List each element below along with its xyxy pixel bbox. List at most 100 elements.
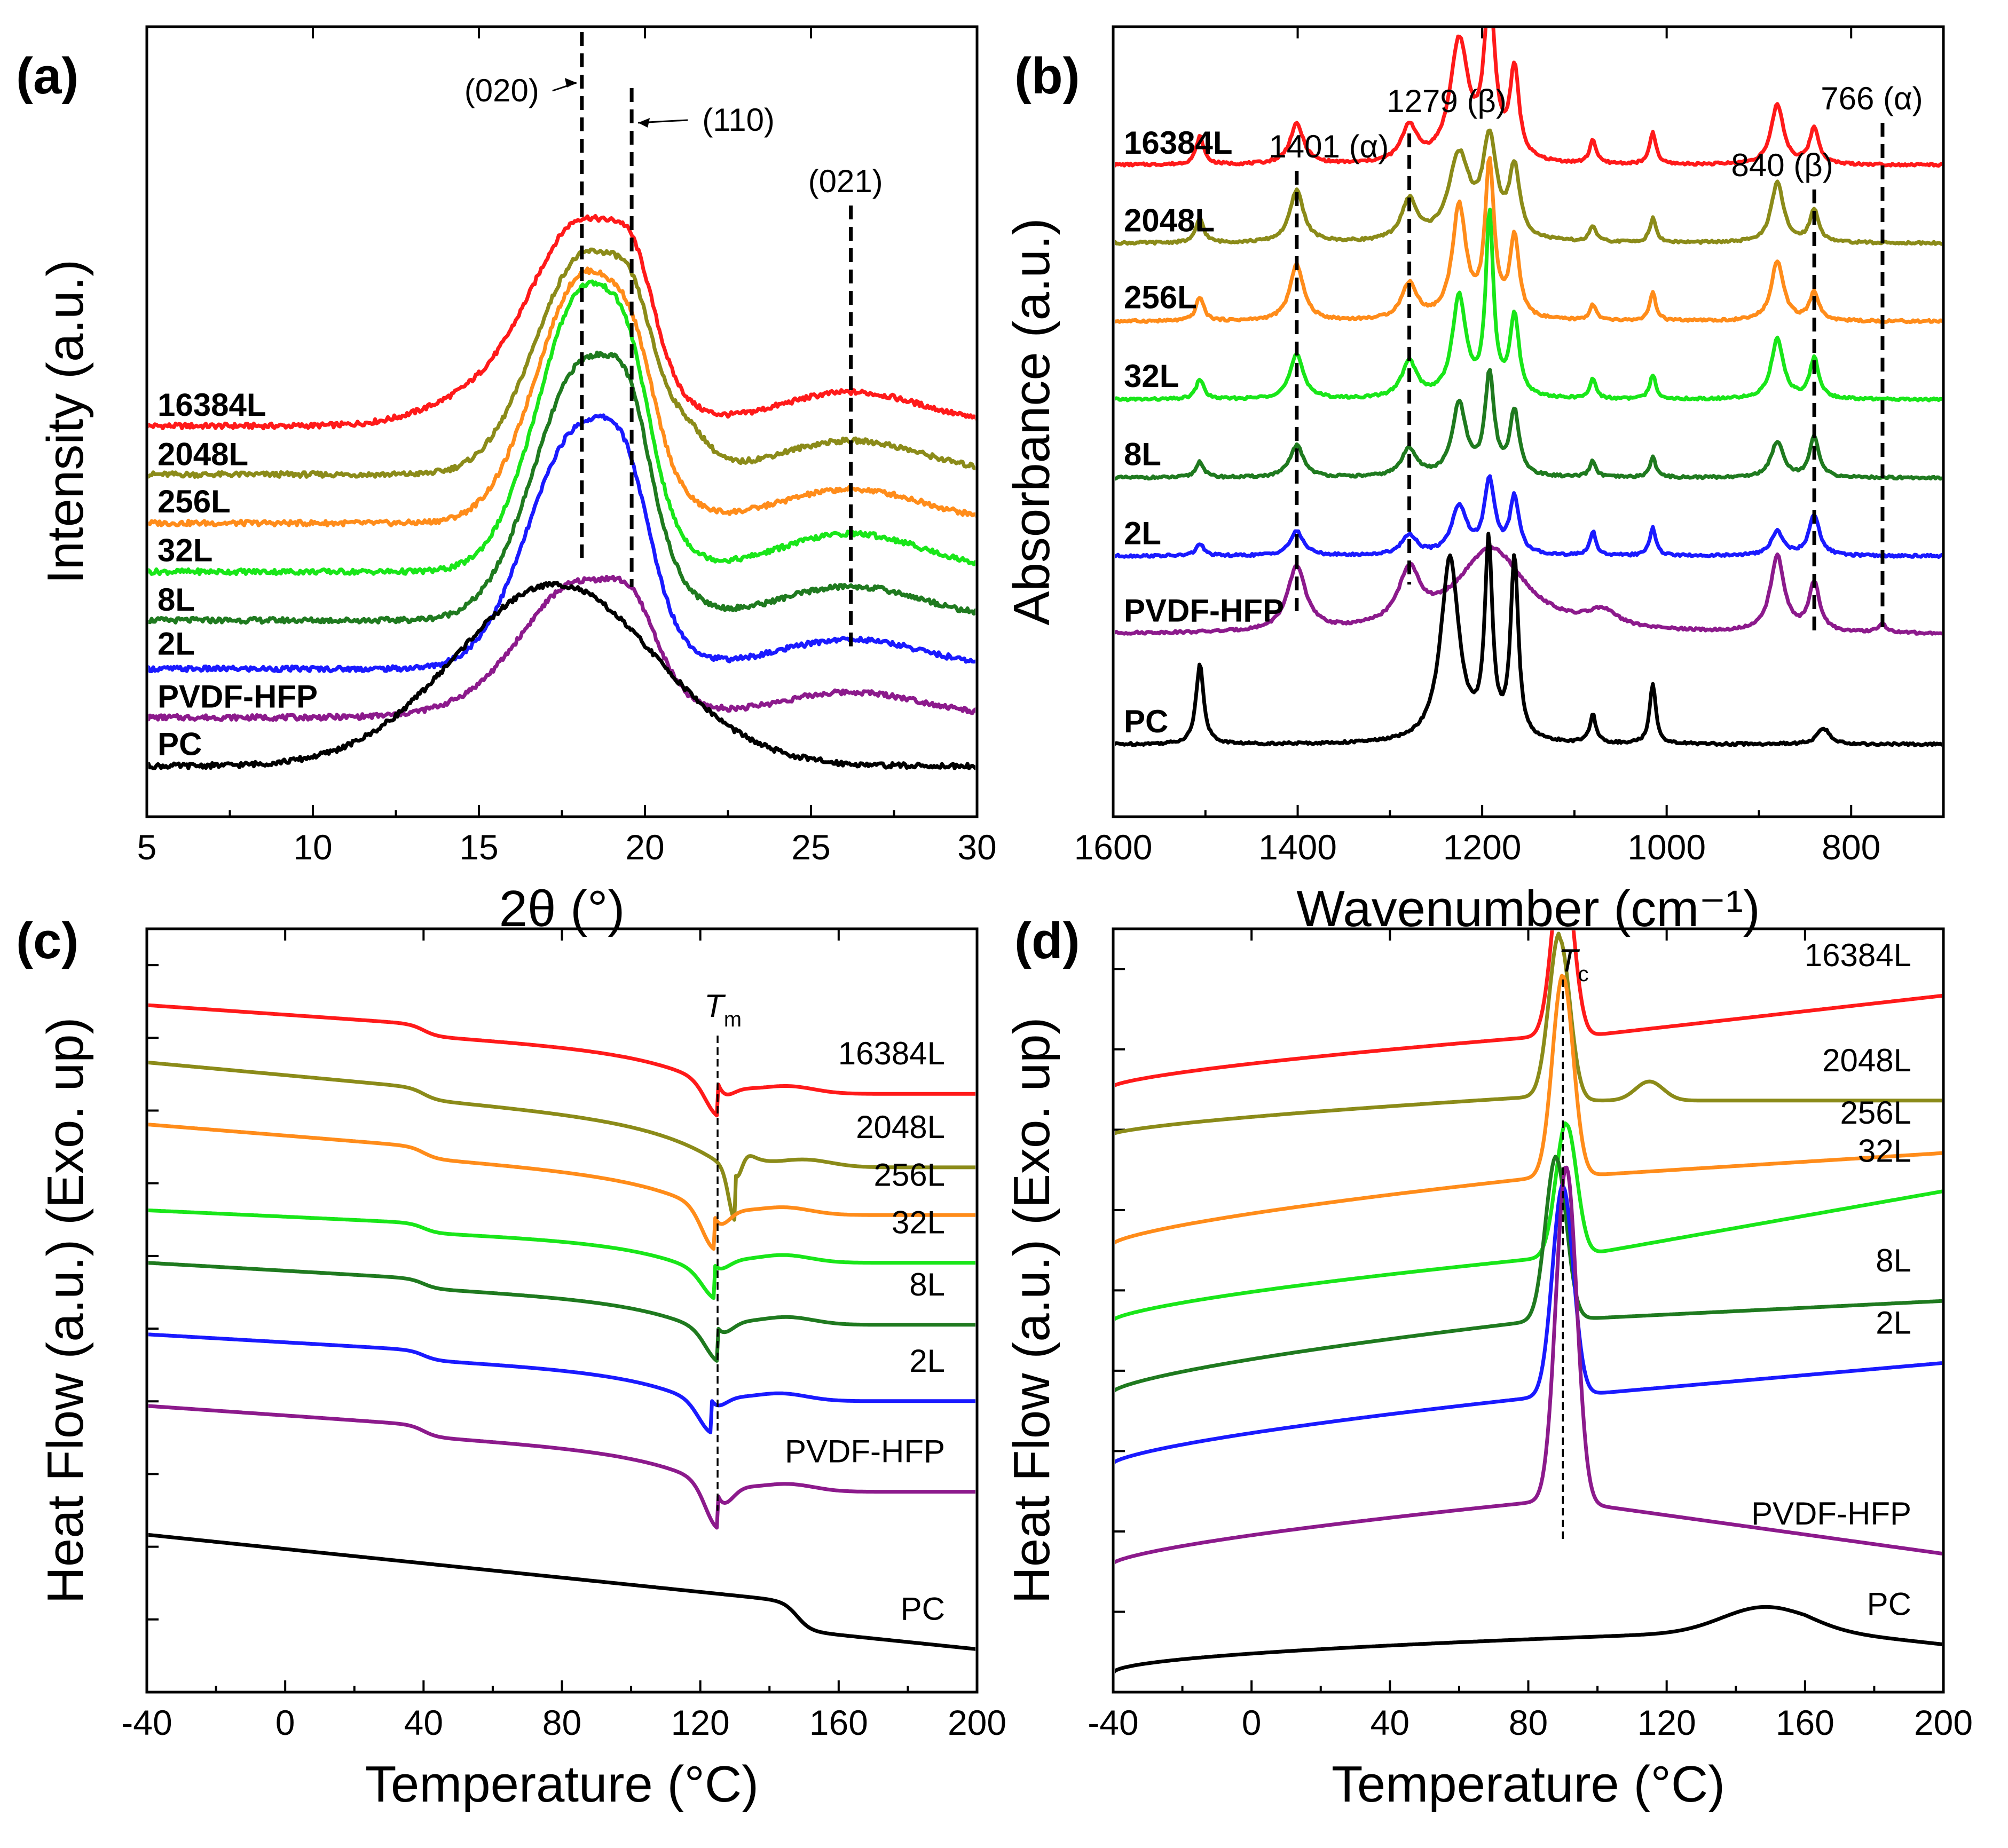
series-label: 32L xyxy=(892,1205,945,1241)
series-line xyxy=(148,580,975,771)
series-line xyxy=(1115,532,1942,747)
panel-label: (d) xyxy=(1014,912,1080,969)
x-tick-label: 5 xyxy=(137,827,157,867)
annotations: 1401 (α) 1279 (β) 840 (β) 766 (α) xyxy=(1269,81,1923,633)
series-line xyxy=(148,350,975,625)
series-line xyxy=(1115,1155,1942,1393)
series-label: PC xyxy=(901,1591,945,1627)
annotations: (020) (110) (021) xyxy=(464,32,883,654)
series-group xyxy=(1115,930,1942,1675)
x-axis-title: Temperature (°C) xyxy=(1332,1756,1725,1813)
x-tick-label: 80 xyxy=(1509,1703,1548,1742)
series-line xyxy=(148,1533,975,1651)
plot-frame xyxy=(1112,927,1945,1694)
x-tick-label: -40 xyxy=(1088,1703,1138,1742)
series-label: 2048L xyxy=(1822,1043,1911,1078)
arrow-head xyxy=(638,118,650,128)
x-tick-label: 200 xyxy=(948,1703,1006,1742)
annotation-label: Tm xyxy=(704,988,742,1031)
series-label: 2048L xyxy=(1124,203,1215,239)
series-label: 256L xyxy=(1124,280,1197,315)
plot-frame xyxy=(1112,25,1945,818)
x-tick-label: 25 xyxy=(791,827,830,867)
annotations: Tm xyxy=(704,988,742,1511)
series-label: PC xyxy=(1124,704,1168,739)
annotation-label: 840 (β) xyxy=(1731,147,1833,183)
x-tick-label: 0 xyxy=(1242,1703,1262,1742)
x-tick-label: -40 xyxy=(121,1703,172,1742)
series-line xyxy=(148,214,975,431)
series-line xyxy=(1115,368,1942,481)
annotation-label: Tc xyxy=(1558,943,1589,986)
series-label: 16384L xyxy=(838,1036,945,1071)
series-label: 2048L xyxy=(158,436,248,472)
series-label: 8L xyxy=(1124,436,1161,472)
series-label: 8L xyxy=(158,582,195,618)
annotation-label: 766 (α) xyxy=(1821,81,1923,116)
series-line xyxy=(148,1404,975,1530)
x-tick-label: 0 xyxy=(275,1703,295,1742)
series-label: 2L xyxy=(909,1343,945,1379)
annotation-label: (020) xyxy=(464,73,539,108)
series-line xyxy=(1115,930,1942,1088)
y-axis-title: Heat Flow (a.u.) (Exo. up) xyxy=(1003,1017,1060,1604)
x-tick-label: 1200 xyxy=(1443,827,1522,867)
series-line xyxy=(1115,1165,1942,1565)
series-label: PC xyxy=(1867,1586,1911,1622)
x-tick-label: 40 xyxy=(404,1703,443,1742)
x-tick-label: 160 xyxy=(809,1703,868,1742)
annotation-label: (021) xyxy=(808,163,883,199)
annotation-symbol: T xyxy=(704,988,726,1024)
series-line xyxy=(1115,545,1942,636)
series-line xyxy=(1115,1183,1942,1465)
x-tick-label: 120 xyxy=(671,1703,730,1742)
annotations: Tc xyxy=(1558,943,1589,1543)
panel-label: (b) xyxy=(1014,48,1080,105)
panel-label: (c) xyxy=(16,912,78,969)
series-line xyxy=(1115,474,1942,559)
series-label: 8L xyxy=(1876,1243,1911,1278)
arrow-head xyxy=(564,78,577,88)
x-axis-title: Temperature (°C) xyxy=(365,1756,759,1813)
x-tick-label: 1400 xyxy=(1258,827,1337,867)
series-label: PC xyxy=(158,726,202,762)
annotation-label: (110) xyxy=(702,102,775,138)
series-label: 2L xyxy=(1876,1305,1911,1340)
annotation-subscript: c xyxy=(1578,962,1589,986)
series-label: 32L xyxy=(1858,1133,1911,1169)
annotation-symbol: T xyxy=(1558,943,1580,978)
x-tick-label: 30 xyxy=(957,827,996,867)
series-line xyxy=(148,1261,975,1363)
series-label: PVDF-HFP xyxy=(1124,593,1284,629)
panel-label: (a) xyxy=(16,48,78,105)
x-tick-label: 1000 xyxy=(1627,827,1706,867)
annotation-label: 1401 (α) xyxy=(1269,129,1389,164)
series-label: PVDF-HFP xyxy=(158,679,318,715)
y-axis-title: Absorbance (a.u.) xyxy=(1003,218,1060,625)
x-tick-label: 40 xyxy=(1371,1703,1409,1742)
annotation-subscript: m xyxy=(724,1008,742,1031)
series-line xyxy=(1115,128,1942,246)
series-label: 8L xyxy=(909,1267,945,1302)
series-label: 32L xyxy=(1124,358,1179,394)
series-label: 16384L xyxy=(158,387,266,423)
series-label: 16384L xyxy=(1805,937,1911,973)
series-label: PVDF-HFP xyxy=(785,1434,945,1470)
x-tick-label: 160 xyxy=(1776,1703,1834,1742)
series-label: PVDF-HFP xyxy=(1751,1496,1911,1531)
series-group xyxy=(148,1003,975,1651)
series-group xyxy=(148,214,975,771)
series-label: 256L xyxy=(158,484,231,519)
x-tick-label: 20 xyxy=(625,827,664,867)
series-label: 16384L xyxy=(1124,125,1233,161)
series-line xyxy=(148,266,975,527)
series-line xyxy=(148,413,975,674)
series-label: 2L xyxy=(158,626,195,661)
series-line xyxy=(1115,208,1942,402)
